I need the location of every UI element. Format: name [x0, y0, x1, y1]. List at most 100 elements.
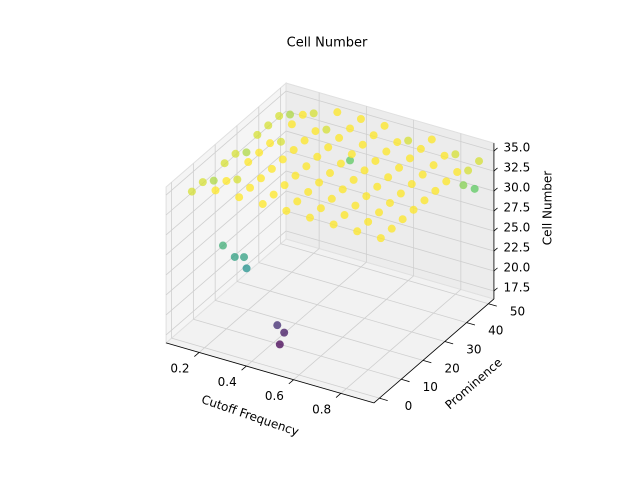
point [369, 131, 378, 140]
point [353, 227, 362, 236]
point [464, 166, 473, 175]
point [313, 152, 322, 161]
point [346, 156, 355, 165]
point [336, 159, 345, 168]
y-tick [444, 341, 454, 345]
y-tick-label: 10 [423, 380, 438, 394]
point [305, 213, 314, 222]
point [316, 204, 325, 213]
point [404, 136, 413, 145]
z-axis-label: Cell Number [541, 171, 555, 246]
point [289, 145, 298, 154]
points [187, 108, 484, 349]
point [407, 180, 416, 189]
grid-line [215, 300, 424, 361]
y-tick [422, 360, 432, 364]
point [246, 183, 255, 192]
y-tick-label: 50 [510, 305, 525, 319]
point [275, 111, 284, 120]
point [405, 154, 414, 163]
point [335, 133, 344, 142]
point [376, 234, 385, 243]
grid-line [165, 230, 287, 336]
point [395, 163, 404, 172]
point [382, 147, 391, 156]
z-tick-label: 30.0 [504, 180, 531, 194]
point [220, 159, 229, 168]
point [351, 201, 360, 210]
point [278, 155, 287, 164]
grid-line [193, 318, 402, 380]
y-tick [466, 322, 476, 326]
grid-line [246, 261, 367, 367]
grid-line [198, 248, 320, 353]
axis-line [373, 298, 495, 404]
point [304, 187, 313, 196]
point [273, 321, 282, 330]
x-tick [241, 365, 247, 371]
z-tick-label: 35.0 [504, 140, 531, 154]
grid-line [165, 150, 287, 256]
grid-line [165, 90, 287, 196]
point [309, 109, 318, 118]
panes [165, 82, 495, 404]
point [356, 114, 365, 123]
point [187, 187, 196, 196]
point [311, 127, 320, 136]
point [440, 151, 449, 160]
x-tick [194, 352, 200, 357]
grid-line [340, 289, 462, 394]
point [362, 192, 371, 201]
x-tick-label: 0.6 [265, 389, 284, 403]
point [384, 173, 393, 182]
point [267, 164, 276, 173]
grid-line [165, 170, 287, 276]
point [256, 174, 265, 183]
grid-line [285, 130, 495, 192]
chart-title: Cell Number [287, 36, 368, 51]
point [396, 189, 405, 198]
point [244, 158, 253, 167]
point [398, 215, 407, 224]
point [280, 328, 289, 337]
y-tick-label: 20 [444, 361, 459, 375]
grid-line [285, 150, 495, 212]
point [198, 178, 207, 187]
point [409, 205, 418, 214]
point [222, 176, 231, 185]
point [451, 150, 460, 159]
point [287, 120, 296, 129]
point [340, 211, 349, 220]
x-tick-label: 0.2 [170, 362, 189, 376]
point [253, 130, 262, 139]
point [431, 186, 440, 195]
point [442, 177, 451, 186]
axes: 0.2 0.4 0.6 0.8 0 10 20 30 40 50 17.5 20.0 22.5 25.0 2… [165, 140, 531, 416]
point [275, 340, 284, 349]
point [326, 169, 334, 178]
grid-line [285, 210, 495, 272]
point [470, 184, 479, 193]
grid-line [258, 262, 467, 323]
x-tick [335, 393, 342, 398]
y-tick [488, 303, 497, 307]
point [266, 139, 275, 148]
point [286, 110, 295, 119]
point [333, 108, 342, 117]
z-tick-label: 27.5 [504, 200, 531, 214]
point [258, 200, 267, 209]
grid-line [285, 110, 495, 172]
z-tick-label: 20.0 [504, 260, 531, 274]
point [280, 181, 289, 190]
point [218, 241, 227, 250]
point [324, 143, 333, 152]
z-tick [493, 287, 498, 292]
point [453, 167, 462, 176]
point [233, 175, 242, 184]
point [242, 148, 251, 157]
grid-line [165, 210, 287, 316]
point [375, 208, 384, 217]
point [360, 166, 369, 175]
grid-line [293, 275, 414, 381]
